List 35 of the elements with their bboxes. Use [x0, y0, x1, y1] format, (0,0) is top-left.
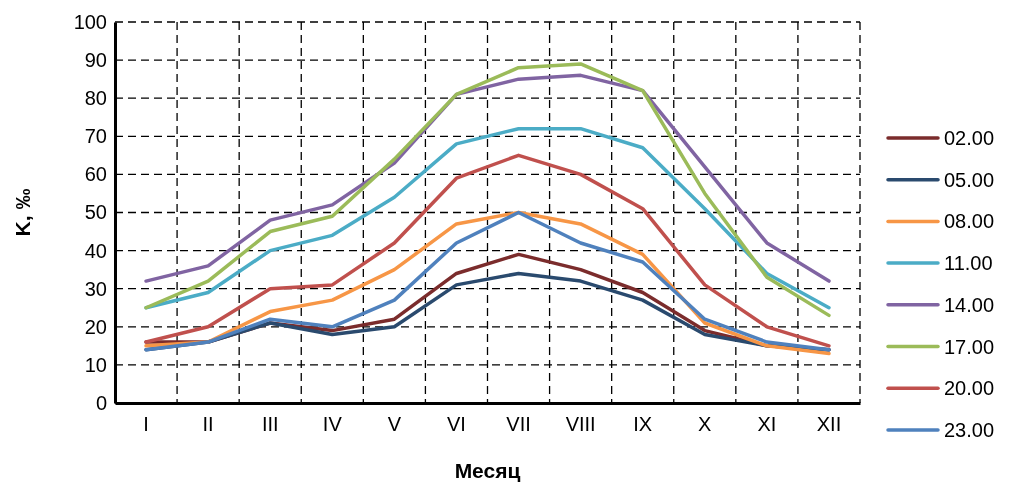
y-tick-label: 10: [84, 353, 107, 376]
y-tick-label: 80: [84, 87, 107, 110]
legend-label: 05.00: [944, 168, 995, 191]
legend-label: 23.00: [944, 418, 995, 441]
x-tick-label: IV: [322, 413, 343, 436]
y-tick-label: 60: [84, 163, 107, 186]
legend-label: 14.00: [944, 293, 995, 316]
y-axis-title: K, ‰: [11, 188, 34, 237]
legend-label: 20.00: [944, 377, 995, 400]
x-tick-label: VI: [447, 413, 466, 436]
y-tick-label: 20: [84, 315, 107, 338]
line-series: [144, 153, 831, 348]
x-tick-label: XII: [816, 413, 842, 436]
y-tick-label: 70: [84, 125, 107, 148]
legend-label: 17.00: [944, 335, 995, 358]
y-tick-label: 90: [84, 49, 107, 71]
y-tick-label: 100: [73, 10, 107, 33]
x-tick-label: VII: [506, 413, 531, 436]
legend-label: 02.00: [944, 127, 995, 149]
y-tick-label: 50: [84, 201, 107, 224]
x-tick-label: IX: [633, 413, 653, 436]
y-tick-label: 40: [84, 239, 107, 262]
legend-label: 08.00: [944, 210, 995, 233]
x-tick-label: VIII: [565, 413, 596, 436]
x-tick-label: X: [698, 413, 712, 436]
x-tick-label: I: [143, 413, 149, 436]
x-tick-label: XI: [757, 413, 777, 436]
x-tick-label: II: [202, 413, 214, 436]
y-tick-label: 0: [95, 391, 107, 414]
legend-label: 11.00: [944, 252, 993, 275]
x-tick-label: V: [387, 413, 402, 436]
y-tick-label: 30: [84, 277, 107, 300]
x-axis-title: Месяц: [454, 459, 521, 482]
x-tick-label: III: [261, 413, 279, 436]
line-series: [144, 62, 831, 318]
